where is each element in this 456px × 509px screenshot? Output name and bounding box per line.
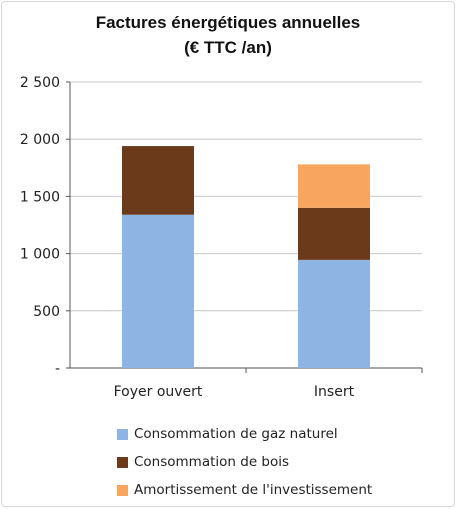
legend-item: Amortissement de l'investissement	[117, 478, 372, 502]
y-tick-label: 1 000	[20, 247, 60, 263]
bar-segment	[298, 259, 370, 368]
legend-item: Consommation de bois	[117, 450, 372, 474]
chart-title: Factures énergétiques annuelles	[95, 13, 361, 32]
y-tick-label: 500	[33, 304, 60, 320]
legend-swatch	[117, 484, 128, 496]
y-tick-label: -	[55, 361, 60, 377]
chart-legend: Consommation de gaz naturel Consommation …	[117, 422, 372, 506]
y-tick-label: 2 000	[20, 132, 60, 148]
bar-chart: - 500 1 000 1 500 2 000 2 500 Foyer ouvert Inse…	[20, 75, 423, 400]
bar-segment	[122, 214, 194, 368]
bar-segment	[298, 207, 370, 260]
bar-segment	[298, 164, 370, 208]
y-tick-label: 2 500	[20, 75, 60, 91]
legend-item: Consommation de gaz naturel	[117, 422, 372, 446]
legend-swatch	[117, 428, 128, 440]
chart-title-block: Factures énergétiques annuelles (€ TTC /…	[2, 10, 454, 60]
legend-label: Consommation de bois	[134, 454, 290, 470]
legend-label: Consommation de gaz naturel	[134, 426, 338, 442]
x-tick-label: Foyer ouvert	[114, 384, 203, 400]
legend-label: Amortissement de l'investissement	[134, 482, 373, 498]
chart-subtitle: (€ TTC /an)	[184, 38, 272, 57]
x-tick-label: Insert	[314, 384, 355, 400]
legend-swatch	[117, 456, 128, 468]
y-tick-label: 1 500	[20, 189, 60, 205]
bar-segment	[122, 146, 194, 215]
